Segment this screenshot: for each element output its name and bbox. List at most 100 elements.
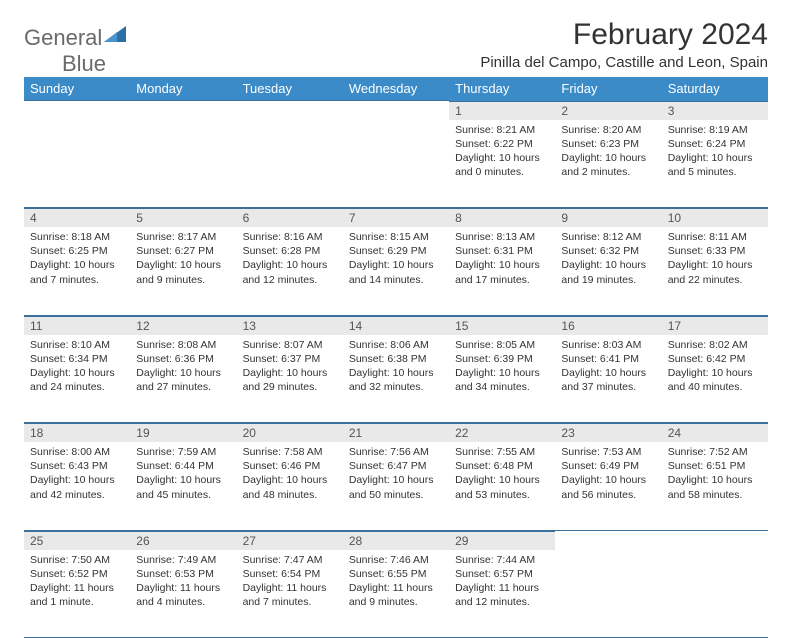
day-content-row: Sunrise: 8:10 AMSunset: 6:34 PMDaylight:… (24, 335, 768, 423)
sunset-text: Sunset: 6:29 PM (349, 244, 443, 258)
calendar-cell: Sunrise: 8:16 AMSunset: 6:28 PMDaylight:… (237, 227, 343, 315)
sunrise-text: Sunrise: 7:50 AM (30, 553, 124, 567)
sunset-text: Sunset: 6:47 PM (349, 459, 443, 473)
day-number: 1 (449, 101, 555, 120)
sunset-text: Sunset: 6:39 PM (455, 352, 549, 366)
calendar-cell: Sunrise: 8:21 AMSunset: 6:22 PMDaylight:… (449, 120, 555, 208)
day-content: Sunrise: 8:00 AMSunset: 6:43 PMDaylight:… (24, 442, 130, 508)
daylight-text: Daylight: 11 hours and 4 minutes. (136, 581, 230, 609)
sunset-text: Sunset: 6:57 PM (455, 567, 549, 581)
sunrise-text: Sunrise: 8:17 AM (136, 230, 230, 244)
weekday-header: Saturday (662, 77, 768, 101)
daylight-text: Daylight: 10 hours and 9 minutes. (136, 258, 230, 286)
calendar-page: General February 2024 Blue Pinilla del C… (0, 0, 792, 638)
day-number: 14 (343, 316, 449, 335)
calendar-cell: Sunrise: 8:20 AMSunset: 6:23 PMDaylight:… (555, 120, 661, 208)
day-content: Sunrise: 8:19 AMSunset: 6:24 PMDaylight:… (662, 120, 768, 186)
sunset-text: Sunset: 6:23 PM (561, 137, 655, 151)
day-content: Sunrise: 8:20 AMSunset: 6:23 PMDaylight:… (555, 120, 661, 186)
day-number: 22 (449, 423, 555, 442)
brand-triangle-icon (104, 24, 126, 51)
daylight-text: Daylight: 10 hours and 7 minutes. (30, 258, 124, 286)
daylight-text: Daylight: 10 hours and 53 minutes. (455, 473, 549, 501)
sunset-text: Sunset: 6:33 PM (668, 244, 762, 258)
day-content: Sunrise: 7:55 AMSunset: 6:48 PMDaylight:… (449, 442, 555, 508)
daylight-text: Daylight: 10 hours and 50 minutes. (349, 473, 443, 501)
weekday-header: Thursday (449, 77, 555, 101)
day-number: 5 (130, 208, 236, 227)
calendar-cell: Sunrise: 7:58 AMSunset: 6:46 PMDaylight:… (237, 442, 343, 530)
day-content: Sunrise: 8:06 AMSunset: 6:38 PMDaylight:… (343, 335, 449, 401)
sunrise-text: Sunrise: 7:49 AM (136, 553, 230, 567)
calendar-cell: Sunrise: 7:59 AMSunset: 6:44 PMDaylight:… (130, 442, 236, 530)
day-content: Sunrise: 7:56 AMSunset: 6:47 PMDaylight:… (343, 442, 449, 508)
empty-cell (662, 530, 768, 550)
calendar-cell: Sunrise: 8:12 AMSunset: 6:32 PMDaylight:… (555, 227, 661, 315)
day-content: Sunrise: 7:47 AMSunset: 6:54 PMDaylight:… (237, 550, 343, 616)
sunrise-text: Sunrise: 7:52 AM (668, 445, 762, 459)
day-content: Sunrise: 7:50 AMSunset: 6:52 PMDaylight:… (24, 550, 130, 616)
sunrise-text: Sunrise: 7:47 AM (243, 553, 337, 567)
daylight-text: Daylight: 11 hours and 1 minute. (30, 581, 124, 609)
sunrise-text: Sunrise: 8:00 AM (30, 445, 124, 459)
day-number: 18 (24, 423, 130, 442)
calendar-cell: Sunrise: 8:00 AMSunset: 6:43 PMDaylight:… (24, 442, 130, 530)
sunrise-text: Sunrise: 8:12 AM (561, 230, 655, 244)
sunset-text: Sunset: 6:37 PM (243, 352, 337, 366)
day-content-row: Sunrise: 7:50 AMSunset: 6:52 PMDaylight:… (24, 550, 768, 638)
sunset-text: Sunset: 6:34 PM (30, 352, 124, 366)
weekday-header: Friday (555, 77, 661, 101)
day-content: Sunrise: 8:17 AMSunset: 6:27 PMDaylight:… (130, 227, 236, 293)
sunset-text: Sunset: 6:24 PM (668, 137, 762, 151)
calendar-cell: Sunrise: 7:46 AMSunset: 6:55 PMDaylight:… (343, 550, 449, 638)
calendar-cell: Sunrise: 8:06 AMSunset: 6:38 PMDaylight:… (343, 335, 449, 423)
day-number: 9 (555, 208, 661, 227)
sunset-text: Sunset: 6:31 PM (455, 244, 549, 258)
day-number: 13 (237, 316, 343, 335)
sunrise-text: Sunrise: 7:59 AM (136, 445, 230, 459)
day-number: 6 (237, 208, 343, 227)
day-number: 28 (343, 531, 449, 550)
brand-text-general: General (24, 25, 102, 51)
day-content: Sunrise: 7:52 AMSunset: 6:51 PMDaylight:… (662, 442, 768, 508)
sunrise-text: Sunrise: 8:11 AM (668, 230, 762, 244)
daylight-text: Daylight: 10 hours and 32 minutes. (349, 366, 443, 394)
sunset-text: Sunset: 6:52 PM (30, 567, 124, 581)
day-content: Sunrise: 8:16 AMSunset: 6:28 PMDaylight:… (237, 227, 343, 293)
daylight-text: Daylight: 10 hours and 37 minutes. (561, 366, 655, 394)
sunset-text: Sunset: 6:48 PM (455, 459, 549, 473)
weekday-header: Tuesday (237, 77, 343, 101)
sunset-text: Sunset: 6:42 PM (668, 352, 762, 366)
calendar-cell: Sunrise: 8:08 AMSunset: 6:36 PMDaylight:… (130, 335, 236, 423)
sunset-text: Sunset: 6:51 PM (668, 459, 762, 473)
sunrise-text: Sunrise: 7:44 AM (455, 553, 549, 567)
daylight-text: Daylight: 10 hours and 29 minutes. (243, 366, 337, 394)
daylight-text: Daylight: 10 hours and 0 minutes. (455, 151, 549, 179)
calendar-cell: Sunrise: 8:18 AMSunset: 6:25 PMDaylight:… (24, 227, 130, 315)
calendar-cell: Sunrise: 7:55 AMSunset: 6:48 PMDaylight:… (449, 442, 555, 530)
sunset-text: Sunset: 6:25 PM (30, 244, 124, 258)
calendar-cell: Sunrise: 8:07 AMSunset: 6:37 PMDaylight:… (237, 335, 343, 423)
weekday-header: Sunday (24, 77, 130, 101)
day-number: 15 (449, 316, 555, 335)
daylight-text: Daylight: 10 hours and 5 minutes. (668, 151, 762, 179)
day-content: Sunrise: 7:58 AMSunset: 6:46 PMDaylight:… (237, 442, 343, 508)
daylight-text: Daylight: 10 hours and 2 minutes. (561, 151, 655, 179)
page-title: February 2024 (573, 18, 768, 52)
day-number-row: 18192021222324 (24, 423, 768, 443)
daylight-text: Daylight: 10 hours and 45 minutes. (136, 473, 230, 501)
sunrise-text: Sunrise: 8:08 AM (136, 338, 230, 352)
sunset-text: Sunset: 6:32 PM (561, 244, 655, 258)
daylight-text: Daylight: 11 hours and 9 minutes. (349, 581, 443, 609)
day-number: 21 (343, 423, 449, 442)
sunrise-text: Sunrise: 8:03 AM (561, 338, 655, 352)
calendar-cell: Sunrise: 8:15 AMSunset: 6:29 PMDaylight:… (343, 227, 449, 315)
day-number: 17 (662, 316, 768, 335)
sunrise-text: Sunrise: 7:56 AM (349, 445, 443, 459)
sunrise-text: Sunrise: 8:18 AM (30, 230, 124, 244)
sunset-text: Sunset: 6:38 PM (349, 352, 443, 366)
day-content: Sunrise: 7:53 AMSunset: 6:49 PMDaylight:… (555, 442, 661, 508)
sunset-text: Sunset: 6:46 PM (243, 459, 337, 473)
day-content: Sunrise: 8:02 AMSunset: 6:42 PMDaylight:… (662, 335, 768, 401)
calendar-cell: Sunrise: 8:10 AMSunset: 6:34 PMDaylight:… (24, 335, 130, 423)
